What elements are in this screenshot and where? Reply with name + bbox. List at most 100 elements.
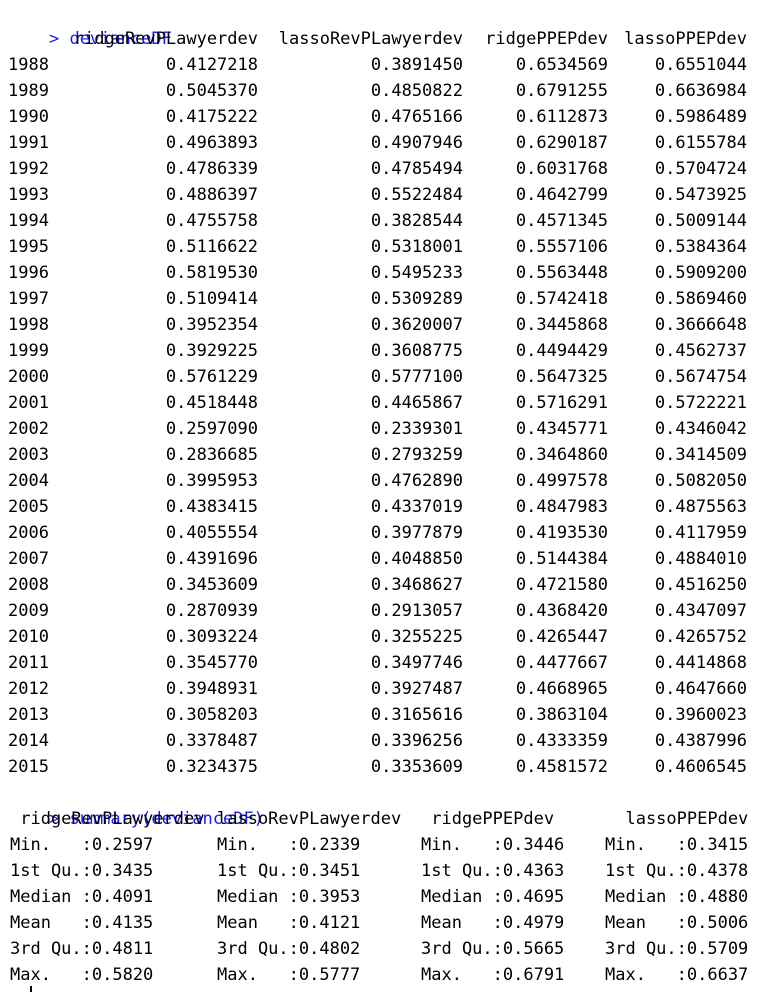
row-name: 2007 [8,549,49,569]
table-cell: 0.4391696 [165,549,258,569]
table-cell: 0.5522484 [370,185,463,205]
table-cell: 0.3378487 [165,731,258,751]
summary-column-header: ridgePPEPdev [421,809,555,829]
table-cell: 0.2339301 [370,419,463,439]
table-cell: 0.4721580 [515,575,608,595]
summary-row: Mean :0.4135 Mean :0.4121 Mean :0.4979 Mean… [8,910,768,936]
table-row: 2001 0.4518448 0.4465867 0.5716291 0.5722221 [8,390,768,416]
table-row: 1996 0.5819530 0.5495233 0.5563448 0.5909200 [8,260,768,286]
table-cell: 0.4786339 [165,159,258,179]
summary-cell: Max. :0.5820 [10,965,154,985]
table-cell: 0.4477667 [515,653,608,673]
table-cell: 0.5647325 [515,367,608,387]
table-cell: 0.6791255 [515,81,608,101]
table-cell: 0.5109414 [165,289,258,309]
table-cell: 0.6112873 [515,107,608,127]
table-row: 1991 0.4963893 0.4907946 0.6290187 0.6155784 [8,130,768,156]
table-cell: 0.5986489 [654,107,747,127]
summary-cell: 3rd Qu.:0.5709 [605,939,749,959]
table-cell: 0.5082050 [654,471,747,491]
table-row: 2008 0.3453609 0.3468627 0.4721580 0.4516250 [8,572,768,598]
table-cell: 0.4997578 [515,471,608,491]
summary-cell: Mean :0.4121 [217,913,361,933]
summary-cell: 3rd Qu.:0.4811 [10,939,154,959]
summary-column-header: ridgeRevPLawyerdev [10,809,205,829]
table-cell: 0.6551044 [654,55,747,75]
row-name: 2003 [8,445,49,465]
table-cell: 0.4383415 [165,497,258,517]
column-header: ridgeRevPLawyerdev [73,29,258,49]
summary-cell: Min. :0.3415 [605,835,749,855]
row-name: 1989 [8,81,49,101]
table-cell: 0.6031768 [515,159,608,179]
table-cell: 0.4494429 [515,341,608,361]
table-cell: 0.4963893 [165,133,258,153]
table-cell: 0.4581572 [515,757,608,777]
table-cell: 0.5761229 [165,367,258,387]
summary-cell: Max. :0.5777 [217,965,361,985]
table-cell: 0.5869460 [654,289,747,309]
table-cell: 0.4265752 [654,627,747,647]
table-cell: 0.5674754 [654,367,747,387]
table-cell: 0.4518448 [165,393,258,413]
table-row: 1990 0.4175222 0.4765166 0.6112873 0.5986489 [8,104,768,130]
row-name: 1988 [8,55,49,75]
table-cell: 0.4055554 [165,523,258,543]
table-cell: 0.5704724 [654,159,747,179]
summary-header-row: ridgeRevPLawyerdev lassoRevPLawyerdev rid… [8,806,768,832]
table-cell: 0.5819530 [165,263,258,283]
table-cell: 0.4117959 [654,523,747,543]
table-cell: 0.6636984 [654,81,747,101]
table-cell: 0.4907946 [370,133,463,153]
table-cell: 0.3977879 [370,523,463,543]
table-cell: 0.4516250 [654,575,747,595]
summary-column-header: lassoPPEPdev [605,809,749,829]
table-cell: 0.6290187 [515,133,608,153]
row-name: 2011 [8,653,49,673]
row-name: 1995 [8,237,49,257]
table-cell: 0.3995953 [165,471,258,491]
prompt-symbol: > [48,809,60,829]
summary-cell: Mean :0.5006 [605,913,749,933]
table-cell: 0.3952354 [165,315,258,335]
summary-cell: Median :0.4880 [605,887,749,907]
table-cell: 0.5144384 [515,549,608,569]
row-name: 2006 [8,523,49,543]
table-cell: 0.5473925 [654,185,747,205]
table-row: 2007 0.4391696 0.4048850 0.5144384 0.4884010 [8,546,768,572]
row-name: 1998 [8,315,49,335]
table-cell: 0.5309289 [370,289,463,309]
table-cell: 0.3453609 [165,575,258,595]
table-row: 1998 0.3952354 0.3620007 0.3445868 0.3666648 [8,312,768,338]
column-header: lassoRevPLawyerdev [278,29,463,49]
table-cell: 0.3960023 [654,705,747,725]
table-cell: 0.3497746 [370,653,463,673]
table-cell: 0.4345771 [515,419,608,439]
summary-cell: Min. :0.2597 [10,835,154,855]
summary-row: Max. :0.5820 Max. :0.5777 Max. :0.6791 Max.… [8,962,768,988]
row-name: 1996 [8,263,49,283]
text-cursor [30,986,32,992]
command-line-2: > summary(devianceDF) [8,780,264,829]
table-cell: 0.4414868 [654,653,747,673]
table-cell: 0.5557106 [515,237,608,257]
table-cell: 0.4765166 [370,107,463,127]
table-cell: 0.3891450 [370,55,463,75]
summary-row: 3rd Qu.:0.4811 3rd Qu.:0.4802 3rd Qu.:0.56… [8,936,768,962]
summary-cell: Median :0.4695 [421,887,565,907]
table-row: 2013 0.3058203 0.3165616 0.3863104 0.3960023 [8,702,768,728]
table-cell: 0.4562737 [654,341,747,361]
table-header-row: ridgeRevPLawyerdev lassoRevPLawyerdev ridg… [8,26,768,52]
table-cell: 0.6534569 [515,55,608,75]
table-row: 1994 0.4755758 0.3828544 0.4571345 0.5009144 [8,208,768,234]
row-name: 2013 [8,705,49,725]
table-cell: 0.3414509 [654,445,747,465]
table-cell: 0.3608775 [370,341,463,361]
table-row: 2002 0.2597090 0.2339301 0.4345771 0.4346042 [8,416,768,442]
table-row: 1992 0.4786339 0.4785494 0.6031768 0.5704724 [8,156,768,182]
summary-cell: 1st Qu.:0.4378 [605,861,749,881]
summary-cell: Mean :0.4135 [10,913,154,933]
table-cell: 0.5009144 [654,211,747,231]
row-name: 1990 [8,107,49,127]
